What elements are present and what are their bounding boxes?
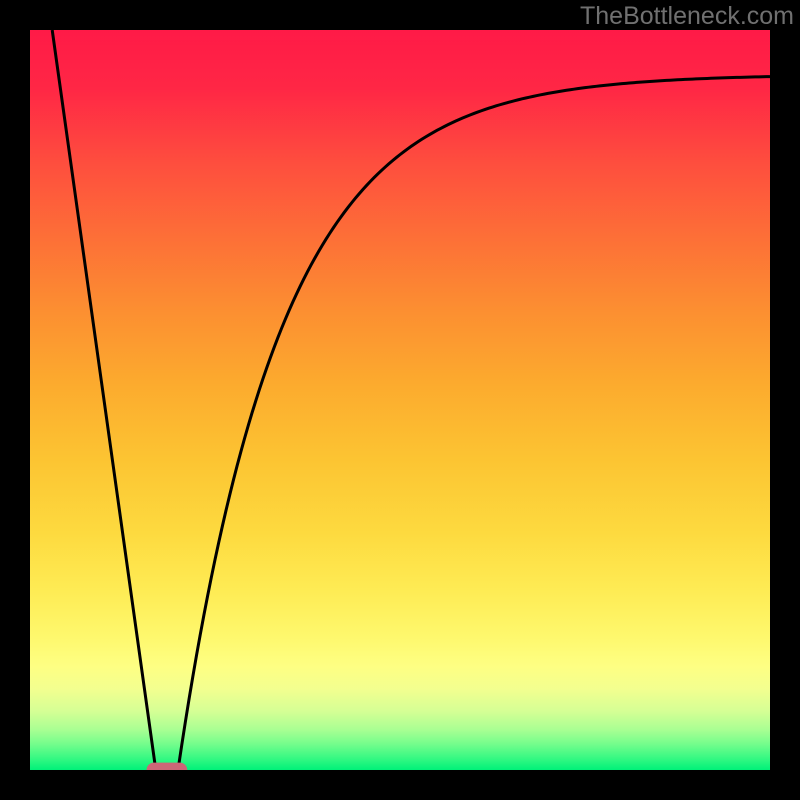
- watermark-text: TheBottleneck.com: [580, 2, 794, 31]
- chart-container: TheBottleneck.com: [0, 0, 800, 800]
- chart-svg: [0, 0, 800, 800]
- outer-frame: [0, 0, 800, 800]
